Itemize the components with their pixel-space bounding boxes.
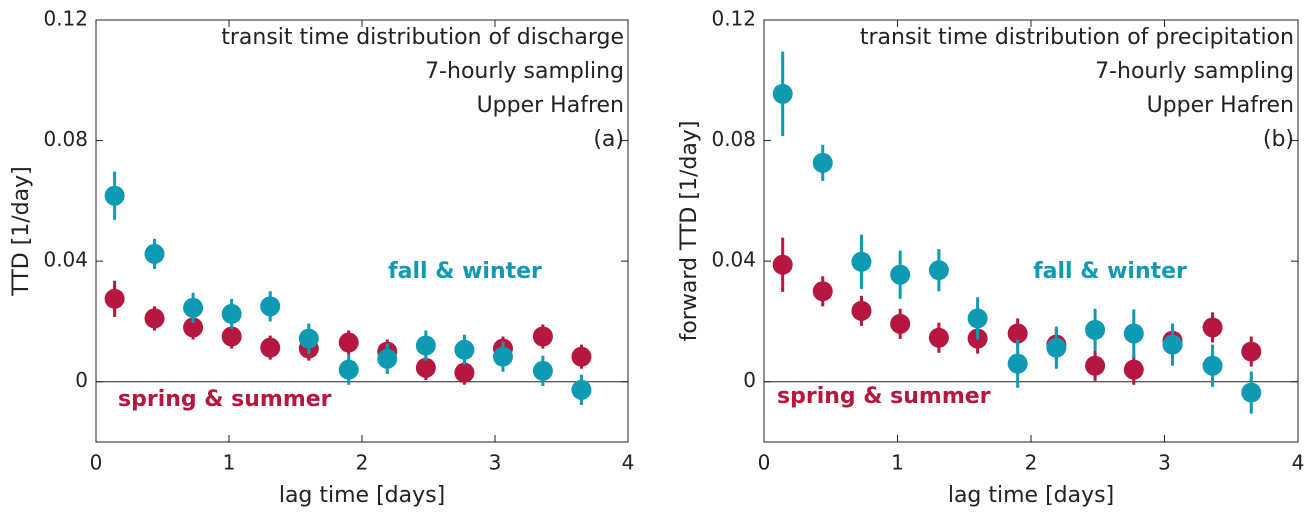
x-tick-label: 1 bbox=[223, 451, 236, 475]
x-axis-label: lag time [days] bbox=[948, 483, 1114, 508]
point bbox=[1202, 317, 1223, 338]
point bbox=[890, 264, 911, 285]
x-tick-label: 0 bbox=[758, 451, 771, 475]
point bbox=[851, 251, 872, 272]
point bbox=[571, 379, 592, 400]
point bbox=[1241, 341, 1262, 362]
series-label: fall & winter bbox=[1033, 259, 1187, 284]
point bbox=[772, 254, 793, 275]
annotation: (b) bbox=[1263, 127, 1294, 152]
y-axis-label: forward TTD [1/day] bbox=[677, 121, 702, 342]
series-label: spring & summer bbox=[777, 384, 991, 409]
point bbox=[928, 260, 949, 281]
point bbox=[492, 346, 513, 367]
series-label: fall & winter bbox=[388, 259, 542, 284]
point bbox=[338, 332, 359, 353]
point bbox=[1123, 359, 1144, 380]
point bbox=[144, 243, 165, 264]
series-label: spring & summer bbox=[118, 387, 332, 412]
point bbox=[890, 313, 911, 334]
point bbox=[104, 185, 125, 206]
x-tick-label: 2 bbox=[1025, 451, 1038, 475]
point bbox=[1202, 355, 1223, 376]
point bbox=[221, 326, 242, 347]
x-tick-label: 1 bbox=[891, 451, 904, 475]
x-axis-label: lag time [days] bbox=[279, 483, 445, 508]
point bbox=[1007, 323, 1028, 344]
x-tick-label: 3 bbox=[489, 451, 502, 475]
annotation: transit time distribution of discharge bbox=[221, 25, 624, 50]
point bbox=[1007, 353, 1028, 374]
point bbox=[928, 327, 949, 348]
point bbox=[377, 348, 398, 369]
annotation: transit time distribution of precipitati… bbox=[860, 25, 1294, 50]
x-tick-label: 3 bbox=[1158, 451, 1171, 475]
point bbox=[104, 288, 125, 309]
y-tick-label: 0.12 bbox=[711, 7, 756, 31]
x-tick-label: 0 bbox=[90, 451, 103, 475]
point bbox=[1162, 334, 1183, 355]
x-tick-label: 2 bbox=[356, 451, 369, 475]
y-tick-label: 0.08 bbox=[43, 127, 88, 151]
point bbox=[532, 360, 553, 381]
point bbox=[1085, 355, 1106, 376]
point bbox=[260, 296, 281, 317]
annotation: (a) bbox=[593, 127, 624, 152]
point bbox=[1241, 382, 1262, 403]
point bbox=[571, 346, 592, 367]
point bbox=[183, 297, 204, 318]
y-tick-label: 0.12 bbox=[43, 7, 88, 31]
y-tick-label: 0.08 bbox=[711, 127, 756, 151]
point bbox=[454, 339, 475, 360]
point bbox=[260, 337, 281, 358]
x-tick-label: 4 bbox=[1292, 451, 1305, 475]
point bbox=[1123, 323, 1144, 344]
x-tick-label: 4 bbox=[622, 451, 635, 475]
annotation: 7-hourly sampling bbox=[425, 59, 624, 84]
annotation: Upper Hafren bbox=[477, 93, 624, 118]
point bbox=[144, 308, 165, 329]
point bbox=[454, 362, 475, 383]
y-tick-label: 0 bbox=[75, 368, 88, 392]
point bbox=[1085, 319, 1106, 340]
point bbox=[812, 152, 833, 173]
point bbox=[298, 328, 319, 349]
point bbox=[812, 281, 833, 302]
point bbox=[221, 303, 242, 324]
point bbox=[415, 335, 436, 356]
y-axis-label: TTD [1/day] bbox=[9, 166, 34, 296]
point bbox=[772, 83, 793, 104]
point bbox=[415, 357, 436, 378]
point bbox=[967, 308, 988, 329]
y-tick-label: 0 bbox=[743, 368, 756, 392]
y-tick-label: 0.04 bbox=[711, 248, 756, 272]
annotation: Upper Hafren bbox=[1147, 93, 1294, 118]
y-tick-label: 0.04 bbox=[43, 248, 88, 272]
point bbox=[338, 359, 359, 380]
point bbox=[851, 300, 872, 321]
annotation: 7-hourly sampling bbox=[1095, 59, 1294, 84]
point bbox=[532, 326, 553, 347]
point bbox=[183, 317, 204, 338]
point bbox=[1046, 337, 1067, 358]
